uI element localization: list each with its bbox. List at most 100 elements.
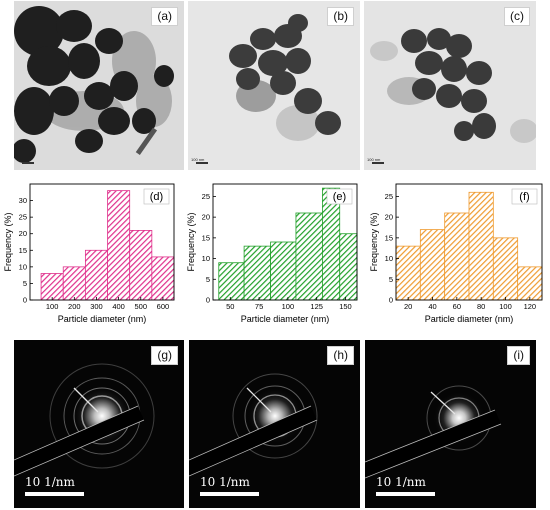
x-tick-label: 125 — [310, 302, 323, 311]
y-tick-label: 5 — [206, 275, 210, 284]
saed-image-g: 10 1/nm (g) — [14, 340, 184, 508]
y-tick-label: 15 — [19, 246, 27, 255]
x-tick-label: 300 — [90, 302, 103, 311]
panel-label-i: (i) — [507, 346, 530, 365]
saed-pattern-g — [14, 363, 155, 477]
y-tick-label: 0 — [23, 296, 27, 305]
saed-scale-bar-g — [25, 492, 84, 496]
x-axis-label: Particle diameter (nm) — [241, 314, 330, 324]
y-tick-label: 20 — [19, 229, 27, 238]
panel-label-box — [143, 188, 170, 205]
y-tick-label: 0 — [389, 296, 393, 305]
x-tick-label: 75 — [255, 302, 263, 311]
y-tick-label: 10 — [19, 262, 27, 271]
panel-label-b: (b) — [327, 7, 354, 26]
histogram-bar — [40, 273, 64, 301]
histogram-bar — [492, 237, 519, 301]
panel-label-box — [326, 188, 353, 205]
saed-scale-label-h: 10 1/nm — [200, 475, 250, 489]
histogram-bar — [270, 241, 297, 301]
y-tick-label: 15 — [385, 233, 393, 242]
tem-image-a: (a) — [14, 1, 184, 170]
y-tick-label: 25 — [19, 213, 27, 222]
x-tick-label: 80 — [477, 302, 485, 311]
histogram-bar — [322, 187, 341, 301]
tem-micrograph-b — [188, 1, 360, 170]
histogram-bar — [419, 229, 446, 301]
y-tick-label: 15 — [202, 233, 210, 242]
x-tick-label: 200 — [68, 302, 81, 311]
x-tick-label: 600 — [157, 302, 170, 311]
y-axis-label: Frequency (%) — [369, 212, 379, 271]
histogram-bar — [84, 249, 108, 301]
y-tick-label: 5 — [389, 275, 393, 284]
histogram-bar — [339, 233, 358, 301]
histogram-e: 50 75 100 125 150 0 5 10 15 20 25 Particle diameter… — [186, 183, 358, 324]
scale-bar-c — [372, 162, 384, 164]
saed-scale-label-i: 10 1/nm — [376, 475, 426, 489]
histogram-f: 20 40 60 80 100 120 0 5 10 15 20 25 Particle diamete… — [369, 183, 543, 324]
saed-pattern-i — [365, 385, 502, 479]
plot-frame — [395, 183, 543, 301]
x-tick-label: 100 — [499, 302, 512, 311]
tem-image-b: 100 nm (b) — [188, 1, 360, 170]
tem-micrograph-c — [364, 1, 536, 170]
x-tick-label: 120 — [524, 302, 537, 311]
scale-bar-a — [22, 162, 34, 164]
histogram-bar — [107, 190, 131, 301]
y-axis-label: Frequency (%) — [186, 212, 196, 271]
x-axis-label: Particle diameter (nm) — [425, 314, 514, 324]
y-tick-label: 5 — [23, 279, 27, 288]
histogram-bar — [444, 212, 470, 301]
histogram-bar — [295, 212, 323, 301]
x-tick-label: 100 — [282, 302, 295, 311]
tem-image-c: 100 nm (c) — [364, 1, 536, 170]
x-tick-label: 400 — [112, 302, 125, 311]
saed-image-h: 10 1/nm (h) — [189, 340, 360, 508]
x-tick-label: 500 — [135, 302, 148, 311]
panel-label-e: (e) — [333, 191, 346, 203]
scale-bar-label-c: 100 nm — [367, 157, 381, 162]
tem-micrograph-a — [14, 1, 184, 170]
panel-label-c: (c) — [504, 7, 530, 26]
y-tick-label: 25 — [385, 192, 393, 201]
x-axis-label: Particle diameter (nm) — [58, 314, 147, 324]
panel-label-h: (h) — [327, 346, 354, 365]
y-tick-label: 0 — [206, 296, 210, 305]
plot-frame — [29, 183, 175, 301]
x-tick-label: 60 — [453, 302, 461, 311]
histogram-bar — [151, 256, 175, 301]
x-tick-label: 40 — [428, 302, 436, 311]
y-tick-label: 10 — [385, 254, 393, 263]
y-tick-label: 30 — [19, 196, 27, 205]
saed-scale-bar-i — [376, 492, 435, 496]
histogram-bar — [243, 245, 272, 301]
y-tick-label: 25 — [202, 192, 210, 201]
saed-image-i: 10 1/nm (i) — [365, 340, 536, 508]
histogram-bar — [395, 245, 421, 301]
histogram-bar — [468, 191, 494, 301]
histogram-bar — [218, 262, 245, 301]
scale-bar-b — [196, 162, 208, 164]
y-tick-label: 10 — [202, 254, 210, 263]
scale-bar-label-b: 100 nm — [191, 157, 205, 162]
x-tick-label: 100 — [46, 302, 59, 311]
histogram-d: 100 200 300 400 500 600 0 5 10 15 20 25 30 Particle d… — [3, 183, 175, 324]
x-tick-label: 20 — [404, 302, 412, 311]
saed-scale-bar-h — [200, 492, 259, 496]
panel-label-f: (f) — [519, 191, 529, 203]
panel-label-g: (g) — [151, 346, 178, 365]
panel-label-d: (d) — [150, 191, 163, 203]
x-tick-label: 50 — [226, 302, 234, 311]
x-tick-label: 150 — [339, 302, 352, 311]
histogram-bar — [129, 230, 153, 301]
y-tick-label: 20 — [385, 213, 393, 222]
y-tick-label: 20 — [202, 213, 210, 222]
y-axis-label: Frequency (%) — [3, 212, 13, 271]
panel-label-box — [511, 188, 538, 205]
plot-frame — [212, 183, 358, 301]
histogram-bar — [62, 266, 86, 301]
saed-scale-label-g: 10 1/nm — [25, 475, 75, 489]
histogram-bar — [517, 266, 543, 301]
panel-label-a: (a) — [151, 7, 178, 26]
